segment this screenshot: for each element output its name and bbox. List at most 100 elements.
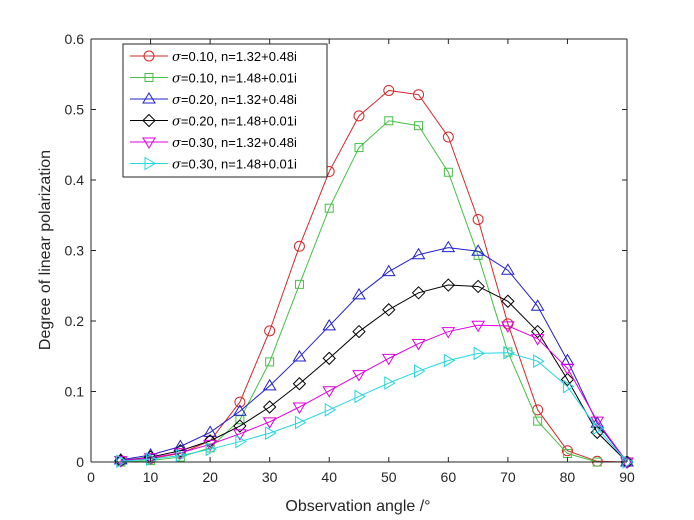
marker-triangle-right (533, 354, 545, 369)
marker-triangle-right (175, 448, 188, 463)
marker-circle (561, 445, 573, 457)
y-tick-label: 0.4 (65, 172, 85, 188)
marker-triangle-down (262, 417, 277, 429)
marker-diamond (142, 113, 156, 128)
marker-square (443, 167, 453, 177)
legend-item: σ=0.20, n=1.48+0.01i (130, 114, 297, 130)
axes-layer: 0 10 20 30 40 50 60 70 80 90 0 0.1 0.2 0.3 0.4 0.5 0.6 (65, 31, 635, 485)
marker-diamond (501, 294, 515, 308)
marker-triangle-up (501, 263, 515, 275)
y-tick-label: 0.1 (65, 384, 85, 400)
marker-triangle-up (471, 244, 485, 256)
x-tick-label: 10 (143, 469, 159, 485)
marker-triangle-right (116, 454, 128, 469)
marker-diamond (411, 286, 426, 300)
marker-diamond (560, 372, 575, 387)
x-tick-label: 0 (87, 469, 95, 485)
marker-triangle-right (324, 402, 337, 417)
marker-triangle-down (233, 429, 247, 441)
marker-triangle-right (473, 346, 486, 361)
marker-triangle-up (411, 247, 426, 260)
series-line (120, 324, 628, 463)
marker-triangle-right (235, 434, 247, 449)
marker-triangle-right (384, 376, 396, 390)
marker-square (294, 279, 304, 289)
marker-triangle-up (530, 299, 545, 311)
marker-diamond (203, 434, 217, 448)
marker-triangle-right (562, 379, 575, 394)
marker-diamond (352, 324, 366, 339)
marker-diamond (262, 400, 277, 414)
marker-triangle-up (142, 92, 156, 104)
marker-triangle-right (443, 353, 456, 368)
marker-square (144, 73, 154, 82)
marker-triangle-down (322, 386, 337, 398)
y-tick-label: 0 (76, 454, 84, 470)
marker-triangle-down (352, 370, 366, 382)
marker-triangle-right (205, 442, 218, 457)
marker-triangle-down (530, 334, 545, 346)
marker-circle (383, 84, 395, 96)
marker-diamond (233, 419, 247, 433)
marker-square (384, 116, 394, 126)
marker-diamond (441, 278, 456, 292)
marker-triangle-up (441, 240, 456, 253)
marker-square (414, 121, 424, 131)
marker-triangle-up (113, 452, 128, 465)
x-tick-label: 80 (560, 469, 576, 485)
legend-item: σ=0.10, n=1.32+0.48i (130, 49, 297, 65)
x-axis-label: Observation angle /° (285, 498, 430, 515)
legend-box (122, 43, 328, 178)
y-tick-label: 0.6 (65, 31, 85, 47)
legend-label: σ=0.20, n=1.32+0.48i (172, 92, 297, 108)
marker-triangle-down (441, 327, 456, 339)
x-tick-label: 40 (321, 469, 337, 485)
marker-diamond (530, 324, 545, 339)
marker-triangle-right (592, 421, 605, 436)
legend-item: σ=0.30, n=1.48+0.01i (130, 157, 297, 173)
series-line (120, 352, 628, 463)
marker-diamond (471, 279, 485, 294)
marker-diamond (292, 377, 307, 391)
marker-triangle-right (354, 389, 366, 404)
y-tick-label: 0.5 (65, 102, 85, 118)
x-tick-label: 20 (202, 469, 218, 485)
marker-triangle-up (233, 404, 247, 416)
marker-triangle-up (262, 378, 277, 391)
series-line (120, 120, 627, 463)
marker-triangle-down (471, 320, 485, 333)
marker-triangle-right (144, 156, 156, 171)
marker-triangle-right (265, 426, 277, 440)
x-tick-label: 70 (500, 469, 516, 485)
marker-triangle-right (414, 364, 426, 378)
marker-triangle-up (292, 349, 307, 362)
marker-diamond (382, 303, 396, 317)
marker-triangle-down (411, 339, 426, 351)
marker-triangle-up (322, 318, 337, 331)
marker-triangle-right (294, 415, 307, 430)
marker-triangle-up (203, 425, 217, 437)
marker-circle (293, 240, 305, 252)
marker-circle (413, 89, 425, 101)
marker-triangle-right (503, 345, 515, 360)
legend-item: σ=0.10, n=1.48+0.01i (130, 71, 297, 87)
marker-triangle-down (142, 137, 156, 149)
marker-square (265, 357, 275, 367)
legend-item: σ=0.30, n=1.32+0.48i (130, 135, 297, 151)
marker-circle (264, 325, 276, 337)
legend-item: σ=0.20, n=1.32+0.48i (130, 92, 297, 108)
marker-triangle-down (292, 402, 307, 414)
marker-circle (143, 50, 155, 62)
legend: σ=0.10, n=1.32+0.48i σ=0.10, n=1.48+0.01i… (122, 43, 328, 178)
x-tick-label: 30 (262, 469, 278, 485)
marker-circle (353, 110, 365, 122)
legend-label: σ=0.10, n=1.32+0.48i (172, 49, 297, 65)
legend-label: σ=0.30, n=1.48+0.01i (172, 157, 297, 173)
x-tick-label: 50 (381, 469, 397, 485)
marker-square (324, 203, 334, 213)
marker-square (533, 416, 543, 426)
y-axis-label: Degree of linear polarization (37, 150, 54, 350)
y-tick-label: 0.3 (65, 243, 85, 259)
legend-label: σ=0.20, n=1.48+0.01i (172, 114, 297, 130)
